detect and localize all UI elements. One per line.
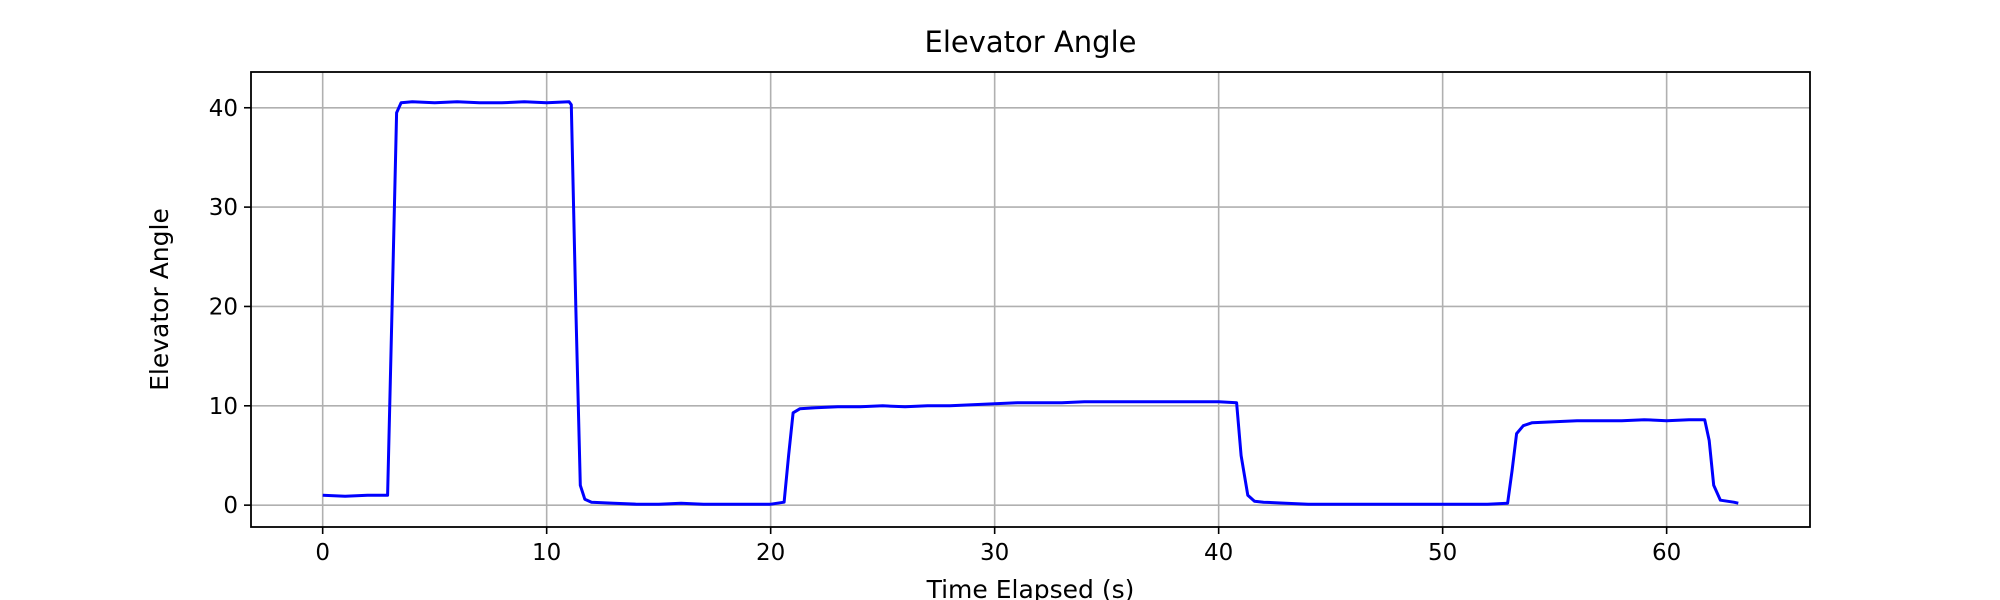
x-tick-label: 10: [532, 540, 561, 566]
series-layer: [322, 100, 1739, 506]
x-tick-label: 50: [1428, 540, 1457, 566]
y-axis-ticks: 0 10 20 30 40: [209, 96, 251, 519]
grid-lines: [251, 72, 1810, 527]
x-tick-label: 20: [756, 540, 785, 566]
x-tick-label: 30: [980, 540, 1009, 566]
x-tick-label: 60: [1652, 540, 1681, 566]
chart-title: Elevator Angle: [925, 25, 1137, 59]
x-axis-ticks: 0 10 20 30 40 50 60: [315, 527, 1681, 566]
x-tick-label: 40: [1204, 540, 1233, 566]
y-tick-label: 20: [209, 294, 238, 320]
x-tick-label: 0: [315, 540, 330, 566]
y-tick-label: 30: [209, 195, 238, 221]
y-tick-label: 10: [209, 394, 238, 420]
x-axis-label: Time Elapsed (s): [926, 575, 1135, 600]
y-tick-label: 0: [223, 493, 238, 519]
series-line-0: [322, 100, 1739, 506]
y-axis-label: Elevator Angle: [145, 208, 174, 391]
plot-frame: [250, 71, 1811, 528]
y-tick-label: 40: [209, 96, 238, 122]
